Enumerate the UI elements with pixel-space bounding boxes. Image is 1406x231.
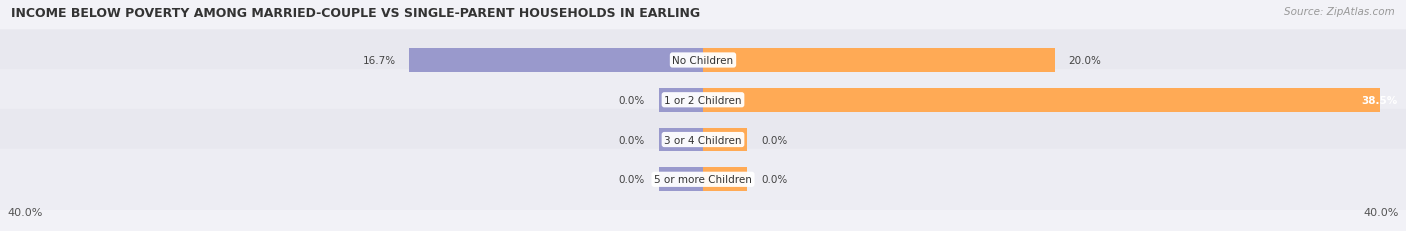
Text: 0.0%: 0.0% (761, 135, 787, 145)
Bar (659, 128, 703, 152)
FancyBboxPatch shape (0, 70, 1406, 131)
Text: 38.5%: 38.5% (1361, 95, 1398, 105)
Bar (659, 88, 703, 112)
Text: INCOME BELOW POVERTY AMONG MARRIED-COUPLE VS SINGLE-PARENT HOUSEHOLDS IN EARLING: INCOME BELOW POVERTY AMONG MARRIED-COUPL… (11, 7, 700, 20)
Text: 3 or 4 Children: 3 or 4 Children (664, 135, 742, 145)
FancyBboxPatch shape (0, 149, 1406, 210)
Bar (409, 49, 703, 73)
Bar (703, 128, 747, 152)
Bar (703, 49, 1054, 73)
Text: 1 or 2 Children: 1 or 2 Children (664, 95, 742, 105)
Text: 0.0%: 0.0% (761, 175, 787, 185)
Bar (703, 168, 747, 191)
Text: 0.0%: 0.0% (619, 95, 645, 105)
FancyBboxPatch shape (0, 109, 1406, 170)
Text: No Children: No Children (672, 56, 734, 66)
Text: 40.0%: 40.0% (1364, 207, 1399, 218)
Text: Source: ZipAtlas.com: Source: ZipAtlas.com (1284, 7, 1395, 17)
Text: 16.7%: 16.7% (363, 56, 395, 66)
Text: 40.0%: 40.0% (7, 207, 42, 218)
FancyBboxPatch shape (0, 30, 1406, 91)
Bar (659, 168, 703, 191)
Bar (703, 88, 1379, 112)
Text: 0.0%: 0.0% (619, 175, 645, 185)
Text: 20.0%: 20.0% (1069, 56, 1101, 66)
Text: 0.0%: 0.0% (619, 135, 645, 145)
Text: 5 or more Children: 5 or more Children (654, 175, 752, 185)
